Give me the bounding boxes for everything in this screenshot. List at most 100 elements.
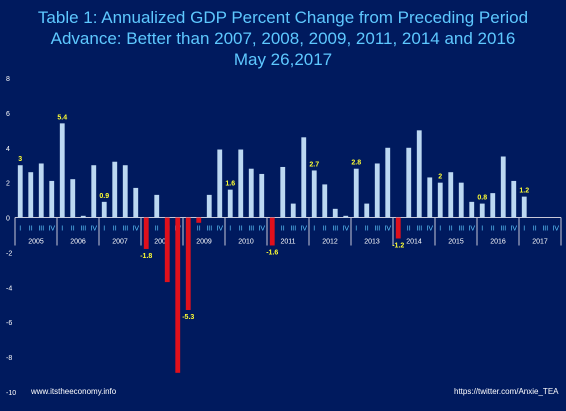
quarter-label: II bbox=[29, 226, 33, 233]
quarter-label: III bbox=[500, 226, 506, 233]
bar bbox=[458, 182, 464, 218]
quarter-label: II bbox=[155, 226, 159, 233]
chart-title-line3: May 26,2017 bbox=[233, 50, 333, 69]
quarter-label: I bbox=[19, 226, 21, 233]
bar bbox=[469, 201, 475, 218]
quarter-label: IV bbox=[552, 226, 559, 233]
quarter-label: IV bbox=[90, 226, 97, 233]
quarter-label: III bbox=[458, 226, 464, 233]
quarter-label: I bbox=[313, 226, 315, 233]
y-tick-label: -4 bbox=[6, 285, 12, 292]
data-label: 1.6 bbox=[225, 181, 235, 188]
bar bbox=[500, 156, 506, 218]
bar bbox=[91, 165, 97, 218]
bar bbox=[290, 203, 296, 218]
quarter-label: III bbox=[38, 226, 44, 233]
data-label: 3 bbox=[18, 156, 22, 163]
year-label: 2006 bbox=[70, 239, 86, 246]
y-tick-label: -2 bbox=[6, 250, 12, 257]
quarter-label: IV bbox=[132, 226, 139, 233]
bar bbox=[448, 172, 454, 218]
quarter-label: II bbox=[323, 226, 327, 233]
bar bbox=[490, 193, 496, 218]
bar bbox=[280, 166, 286, 218]
quarter-label: III bbox=[80, 226, 86, 233]
y-tick-label: 6 bbox=[6, 111, 10, 118]
quarter-label: III bbox=[416, 226, 422, 233]
bar bbox=[521, 196, 527, 218]
bar bbox=[206, 194, 212, 218]
quarter-label: IV bbox=[342, 226, 349, 233]
quarter-label: III bbox=[374, 226, 380, 233]
year-label: 2014 bbox=[406, 239, 422, 246]
year-label: 2016 bbox=[490, 239, 506, 246]
quarter-label: II bbox=[491, 226, 495, 233]
bar bbox=[406, 147, 412, 218]
bar bbox=[364, 203, 370, 218]
quarter-label: III bbox=[122, 226, 128, 233]
bar bbox=[112, 161, 118, 218]
data-label: 2.8 bbox=[351, 160, 361, 167]
quarter-label: II bbox=[407, 226, 411, 233]
y-tick-label: 0 bbox=[6, 216, 10, 223]
quarter-label: I bbox=[481, 226, 483, 233]
year-label: 2008 bbox=[154, 239, 170, 246]
bar bbox=[437, 182, 443, 218]
quarter-label: I bbox=[103, 226, 105, 233]
data-label: 0.9 bbox=[99, 193, 109, 200]
year-label: 2005 bbox=[28, 239, 44, 246]
quarter-label: IV bbox=[384, 226, 391, 233]
bar bbox=[248, 168, 254, 218]
year-label: 2011 bbox=[280, 239, 295, 246]
quarter-label: IV bbox=[258, 226, 265, 233]
quarter-label: III bbox=[290, 226, 296, 233]
y-tick-label: -6 bbox=[6, 320, 12, 327]
year-label: 2017 bbox=[532, 239, 548, 246]
year-label: 2013 bbox=[364, 239, 380, 246]
y-tick-label: 2 bbox=[6, 181, 10, 188]
bar bbox=[38, 163, 44, 218]
data-label: 0.8 bbox=[477, 195, 487, 202]
quarter-label: IV bbox=[426, 226, 433, 233]
bar bbox=[101, 201, 107, 218]
footer-left-source: www.itstheeconomy.info bbox=[31, 387, 117, 396]
bar bbox=[353, 168, 359, 218]
chart-title-line2: Advance: Better than 2007, 2008, 2009, 2… bbox=[50, 29, 516, 48]
bar bbox=[59, 123, 65, 218]
year-label: 2009 bbox=[196, 239, 212, 246]
quarter-label: I bbox=[439, 226, 441, 233]
bar bbox=[217, 149, 223, 218]
data-label: 1.2 bbox=[519, 188, 529, 195]
bar bbox=[175, 217, 181, 373]
bar bbox=[227, 189, 233, 218]
y-tick-label: 4 bbox=[6, 146, 10, 153]
quarter-label: I bbox=[355, 226, 357, 233]
quarter-label: IV bbox=[468, 226, 475, 233]
year-label: 2010 bbox=[238, 239, 254, 246]
data-label: 5.4 bbox=[57, 114, 67, 121]
bar bbox=[238, 149, 244, 218]
bar bbox=[269, 217, 275, 246]
quarter-label: II bbox=[365, 226, 369, 233]
footer-right-source: https://twitter.com/Anxie_TEA bbox=[454, 387, 559, 396]
chart-title-line1: Table 1: Annualized GDP Percent Change f… bbox=[37, 8, 529, 27]
data-label: -1.6 bbox=[266, 249, 278, 256]
bar bbox=[343, 215, 349, 218]
data-label: -1.8 bbox=[140, 253, 152, 260]
bar bbox=[17, 165, 23, 218]
data-label: -1.2 bbox=[392, 242, 404, 249]
quarter-label: IV bbox=[300, 226, 307, 233]
bar bbox=[395, 217, 401, 239]
bar bbox=[143, 217, 149, 249]
bar bbox=[479, 203, 485, 218]
data-label: 2 bbox=[438, 174, 442, 181]
quarter-label: II bbox=[197, 226, 201, 233]
quarter-label: II bbox=[449, 226, 453, 233]
quarter-label: IV bbox=[216, 226, 223, 233]
quarter-label: IV bbox=[48, 226, 55, 233]
data-label: -5.3 bbox=[182, 314, 194, 321]
year-label: 2007 bbox=[112, 239, 128, 246]
quarter-label: II bbox=[533, 226, 537, 233]
bar bbox=[185, 217, 191, 311]
